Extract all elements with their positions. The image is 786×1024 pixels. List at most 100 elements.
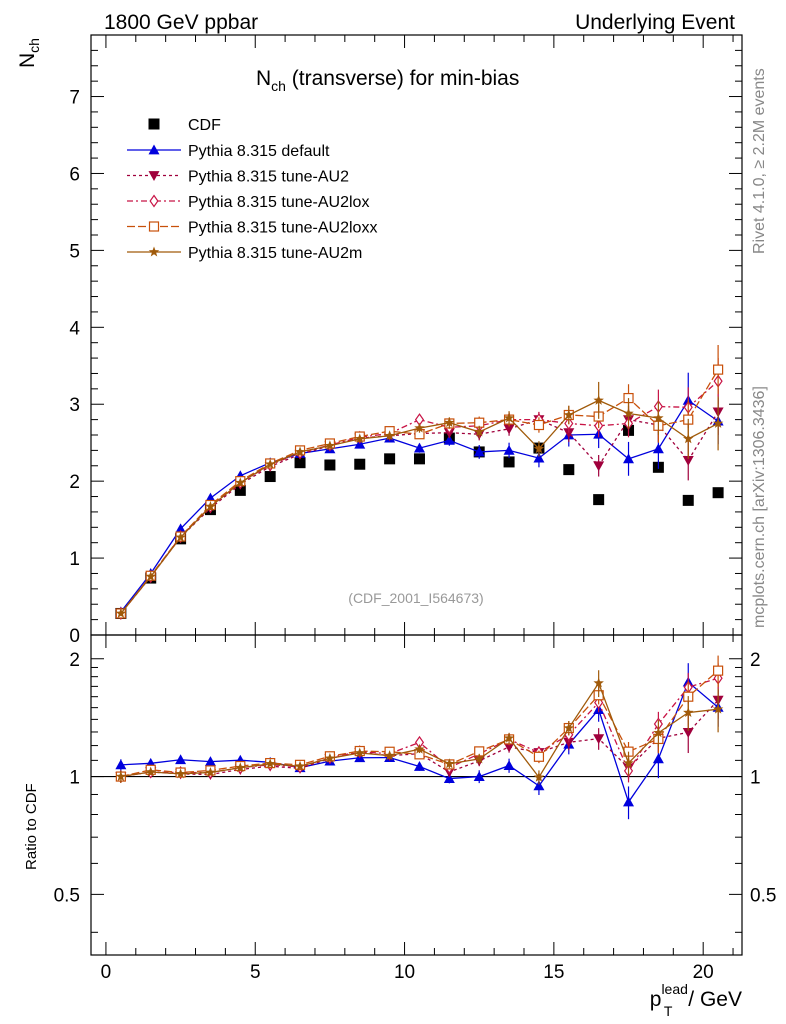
data-point-tune-AU2 <box>563 428 575 439</box>
side-label-top: Rivet 4.1.0, ≥ 2.2M events <box>751 68 768 254</box>
data-point-tune-AU2m <box>235 477 246 488</box>
data-point-default <box>175 523 187 534</box>
legend-label: Pythia 8.315 tune-AU2loxx <box>188 220 377 237</box>
data-point-tune-AU2m <box>563 409 575 420</box>
data-point-tune-AU2m <box>175 531 186 542</box>
ratio-point-default <box>652 753 664 764</box>
ratio-point-tune-AU2loxx <box>533 751 545 762</box>
legend-marker-cdf <box>148 118 160 130</box>
y-tick-label: 5 <box>69 241 80 262</box>
ratio-point-tune-AU2m <box>235 762 246 773</box>
legend-label: Pythia 8.315 tune-AU2 <box>188 169 349 186</box>
ratio-point-tune-AU2 <box>682 727 694 738</box>
data-point-tune-AU2m <box>444 417 455 428</box>
legend-label: Pythia 8.315 tune-AU2m <box>188 245 362 262</box>
data-point-tune-AU2m <box>683 433 694 444</box>
ratio-point-tune-AU2 <box>563 737 575 748</box>
y-axis-label: Nch <box>16 38 42 68</box>
ratio-point-tune-AU2m <box>563 722 575 733</box>
data-point-tune-AU2m <box>653 412 664 423</box>
cdf-data-point <box>234 484 246 496</box>
ratio-point-tune-AU2m <box>444 758 455 769</box>
ratio-point-tune-AU2 <box>593 734 605 745</box>
ratio-tick-label-left: 1 <box>69 768 80 789</box>
ratio-tick-label-left: 0.5 <box>54 885 80 906</box>
ratio-point-tune-AU2m <box>503 732 515 743</box>
legend-marker-default <box>148 144 160 155</box>
data-point-tune-AU2m <box>115 607 127 618</box>
ratio-point-tune-AU2m <box>414 743 425 754</box>
ratio-tick-label-right: 2 <box>750 650 761 671</box>
data-point-tune-AU2 <box>682 455 694 466</box>
ratio-panel-frame <box>90 634 743 956</box>
data-point-tune-AU2m <box>145 571 156 581</box>
data-point-default <box>473 446 485 457</box>
data-point-tune-AU2m <box>623 407 634 418</box>
data-point-default <box>443 434 455 445</box>
analysis-watermark: (CDF_2001_I564673) <box>348 590 483 606</box>
data-point-tune-AU2 <box>593 461 605 472</box>
cdf-data-point <box>563 464 575 476</box>
legend-marker-tune-AU2lox <box>149 194 159 208</box>
ratio-point-tune-AU2m <box>623 757 634 768</box>
data-point-tune-AU2m <box>503 412 515 423</box>
data-point-tune-AU2m <box>294 446 306 457</box>
cdf-data-point <box>413 453 425 465</box>
ratio-point-tune-AU2m <box>354 747 365 758</box>
data-point-default <box>503 444 515 455</box>
ratio-point-default <box>473 771 485 781</box>
header-right: Underlying Event <box>575 11 735 34</box>
side-label-bottom: mcplots.cern.ch [arXiv:1306.3436] <box>751 386 768 628</box>
ratio-point-tune-AU2m <box>115 771 127 782</box>
legend-label: CDF <box>188 117 221 134</box>
ratio-point-tune-AU2m <box>294 760 306 771</box>
ratio-point-default <box>413 760 425 771</box>
x-tick-label: 15 <box>543 962 564 983</box>
ratio-point-default <box>175 754 187 765</box>
y-tick-label: 3 <box>69 395 80 416</box>
ratio-point-tune-AU2m <box>384 750 395 761</box>
y-tick-label: 0 <box>69 626 80 647</box>
data-point-tune-AU2m <box>473 426 485 437</box>
ratio-point-default <box>533 780 545 791</box>
x-tick-label: 10 <box>394 962 415 983</box>
data-point-tune-AU2loxx <box>713 364 724 375</box>
y-tick-label: 7 <box>69 88 80 109</box>
x-tick-label: 0 <box>101 962 112 983</box>
data-point-tune-AU2loxx <box>533 419 545 431</box>
data-point-tune-AU2m <box>264 458 276 469</box>
legend-marker-tune-AU2loxx <box>148 221 160 232</box>
cdf-data-point <box>503 456 515 468</box>
ratio-point-tune-AU2m <box>653 727 664 738</box>
ratio-point-default <box>623 796 635 807</box>
data-point-tune-AU2 <box>503 424 515 435</box>
ratio-point-default <box>443 773 455 783</box>
data-point-tune-AU2m <box>533 443 545 454</box>
ratio-point-tune-AU2m <box>205 766 216 777</box>
ratio-point-tune-AU2m <box>683 707 694 718</box>
cdf-data-point <box>294 457 306 469</box>
ratio-point-tune-AU2m <box>712 703 724 714</box>
data-point-tune-AU2m <box>205 501 216 511</box>
ratio-tick-label-right: 0.5 <box>750 885 776 906</box>
ratio-point-tune-AU2 <box>503 742 515 753</box>
ratio-y-axis-label: Ratio to CDF <box>23 783 40 870</box>
data-point-default <box>652 443 664 454</box>
y-tick-label: 2 <box>69 472 80 493</box>
data-point-tune-AU2m <box>384 430 395 441</box>
legend-marker-tune-AU2m <box>148 246 160 257</box>
data-point-tune-AU2m <box>593 394 604 405</box>
data-point-default <box>623 453 635 464</box>
ratio-point-tune-AU2m <box>264 758 276 769</box>
ratio-point-default <box>204 756 216 767</box>
cdf-data-point <box>682 494 694 506</box>
ratio-point-tune-AU2m <box>324 752 336 763</box>
cdf-data-point <box>712 487 724 499</box>
plot-title: Nch (transverse) for min-bias <box>256 67 519 94</box>
ratio-point-default <box>115 759 127 770</box>
ratio-point-tune-AU2m <box>145 766 156 777</box>
ratio-point-tune-AU2m <box>593 677 604 688</box>
ratio-tick-label-left: 2 <box>69 650 80 671</box>
cdf-data-point <box>264 471 276 483</box>
legend-marker-tune-AU2 <box>148 171 160 181</box>
